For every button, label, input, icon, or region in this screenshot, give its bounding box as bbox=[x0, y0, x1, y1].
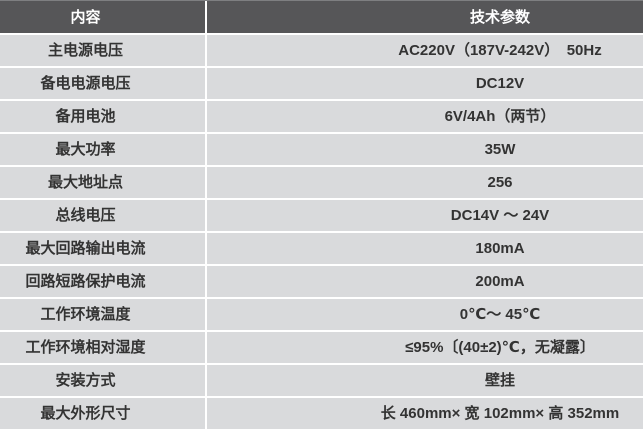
row-value-cell: 0℃～ 45℃ bbox=[207, 299, 643, 330]
row-label-cell: 最大回路输出电流 bbox=[0, 233, 207, 264]
row-value-cell: AC220V（187V-242V） 50Hz bbox=[207, 35, 643, 66]
row-value-cell: DC14V ～ 24V bbox=[207, 200, 643, 231]
row-label-cell: 备电电源电压 bbox=[0, 68, 207, 99]
row-label-cell: 备用电池 bbox=[0, 101, 207, 132]
row-label-cell: 安装方式 bbox=[0, 365, 207, 396]
table-row: 主电源电压 AC220V（187V-242V） 50Hz bbox=[0, 35, 643, 66]
table-row: 最大地址点 256 bbox=[0, 167, 643, 198]
row-label-cell: 最大外形尺寸 bbox=[0, 398, 207, 429]
row-label-cell: 最大地址点 bbox=[0, 167, 207, 198]
row-value-cell: 6V/4Ah（两节） bbox=[207, 101, 643, 132]
table-row: 安装方式 壁挂 bbox=[0, 365, 643, 396]
row-value-cell: ≤95%〔(40±2)℃，无凝露〕 bbox=[207, 332, 643, 363]
row-value-cell: 长 460mm× 宽 102mm× 高 352mm bbox=[207, 398, 643, 429]
table-row: 工作环境相对湿度 ≤95%〔(40±2)℃，无凝露〕 bbox=[0, 332, 643, 363]
row-value-cell: DC12V bbox=[207, 68, 643, 99]
table-row: 最大回路输出电流 180mA bbox=[0, 233, 643, 264]
row-label-cell: 回路短路保护电流 bbox=[0, 266, 207, 297]
row-label-cell: 主电源电压 bbox=[0, 35, 207, 66]
header-params-cell: 技术参数 bbox=[207, 1, 643, 33]
row-value-cell: 壁挂 bbox=[207, 365, 643, 396]
row-value-cell: 35W bbox=[207, 134, 643, 165]
row-label-cell: 总线电压 bbox=[0, 200, 207, 231]
table-header-row: 内容 技术参数 bbox=[0, 0, 643, 33]
row-label-cell: 工作环境相对湿度 bbox=[0, 332, 207, 363]
table-row: 最大外形尺寸 长 460mm× 宽 102mm× 高 352mm bbox=[0, 398, 643, 429]
table-row: 最大功率 35W bbox=[0, 134, 643, 165]
table-row: 总线电压 DC14V ～ 24V bbox=[0, 200, 643, 231]
table-row: 备电电源电压 DC12V bbox=[0, 68, 643, 99]
row-label-cell: 最大功率 bbox=[0, 134, 207, 165]
row-label-cell: 工作环境温度 bbox=[0, 299, 207, 330]
header-content-cell: 内容 bbox=[0, 1, 207, 33]
row-value-cell: 200mA bbox=[207, 266, 643, 297]
row-value-cell: 256 bbox=[207, 167, 643, 198]
table-row: 备用电池 6V/4Ah（两节） bbox=[0, 101, 643, 132]
table-row: 回路短路保护电流 200mA bbox=[0, 266, 643, 297]
table-row: 工作环境温度 0℃～ 45℃ bbox=[0, 299, 643, 330]
row-value-cell: 180mA bbox=[207, 233, 643, 264]
